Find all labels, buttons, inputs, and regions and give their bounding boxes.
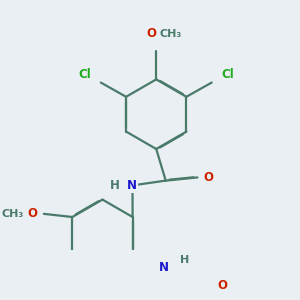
Text: H: H [110, 179, 120, 192]
Text: CH₃: CH₃ [159, 28, 182, 38]
Text: Cl: Cl [79, 68, 91, 81]
Text: O: O [203, 171, 213, 184]
Text: N: N [127, 179, 137, 192]
Text: O: O [28, 207, 38, 220]
Text: O: O [123, 299, 133, 300]
Text: O: O [146, 27, 157, 40]
Text: O: O [218, 278, 228, 292]
Text: H: H [180, 255, 189, 265]
Text: Cl: Cl [221, 68, 234, 81]
Text: CH₃: CH₃ [1, 209, 23, 219]
Text: N: N [159, 261, 169, 274]
